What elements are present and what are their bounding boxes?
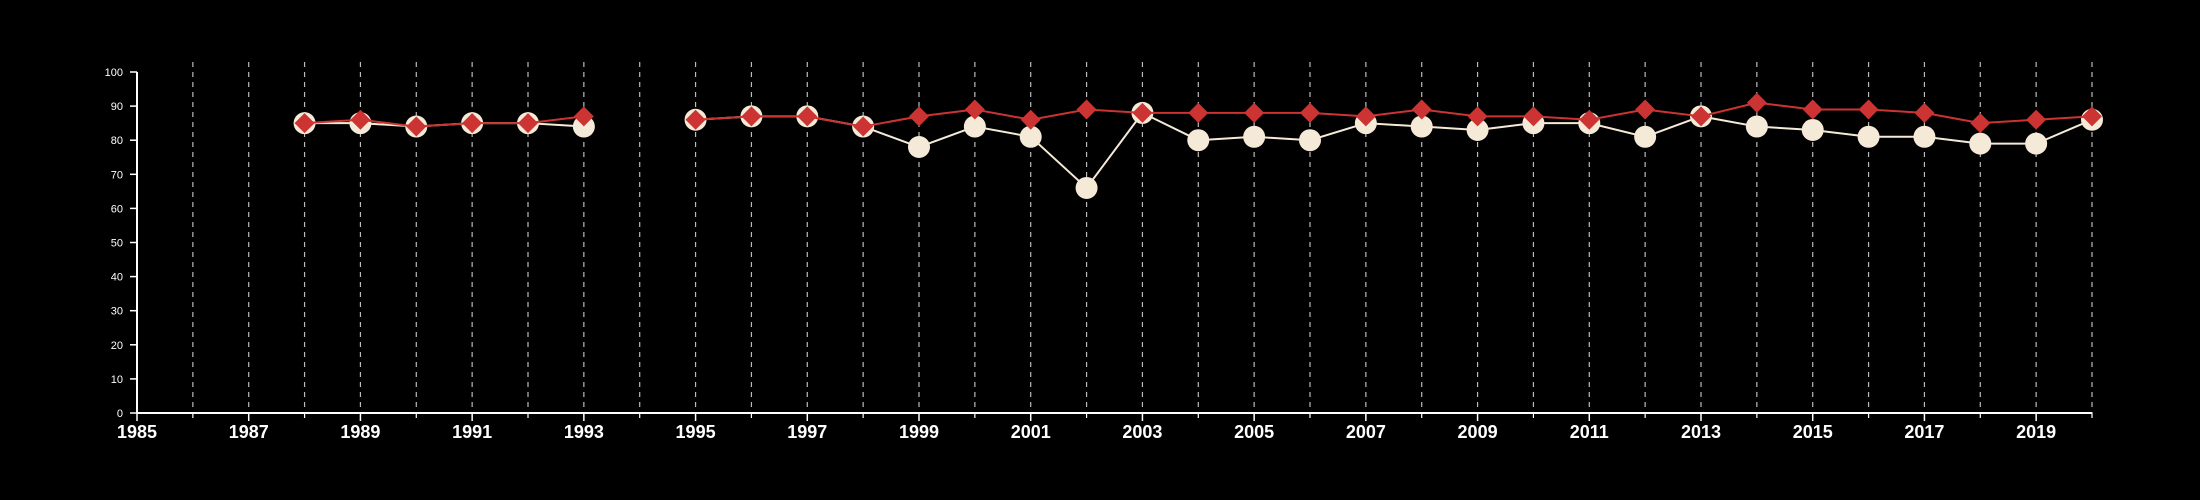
series-1-point-2014 (1746, 92, 1767, 113)
x-axis-ticks: 1985 1987 1989 1991 1993 1995 1997 1999 2001 2003… (117, 413, 2093, 442)
series-1-point-2008 (1411, 99, 1432, 120)
series-1-point-2012 (1635, 99, 1656, 120)
x-tick-label-2005: 2005 (1234, 422, 1274, 442)
x-tick-label-2013: 2013 (1681, 422, 1721, 442)
series-1-point-2010 (1523, 106, 1544, 127)
y-tick-label-20: 20 (111, 340, 123, 352)
series-1-point-2013 (1691, 106, 1711, 127)
y-tick-label-50: 50 (111, 238, 123, 250)
series-1-point-2003 (1132, 102, 1153, 123)
series-1-point-1989 (350, 109, 371, 130)
x-tick-label-1987: 1987 (229, 422, 269, 442)
x-gridlines (192, 62, 2093, 413)
y-tick-label-70: 70 (111, 169, 123, 181)
series-1-point-2006 (1300, 102, 1320, 123)
series-1-point-2002 (1076, 99, 1097, 120)
series-1-point-1999 (909, 106, 929, 127)
series-1-point-2004 (1188, 102, 1209, 123)
series-0-point-2006 (1299, 129, 1321, 152)
y-tick-label-60: 60 (111, 203, 123, 215)
axes (136, 72, 2092, 414)
series-0-point-2019 (2025, 132, 2048, 155)
x-tick-label-2011: 2011 (1570, 422, 1609, 442)
x-tick-label-2019: 2019 (2016, 422, 2056, 442)
series-0-point-1993 (572, 115, 595, 138)
x-tick-label-1991: 1991 (452, 422, 492, 442)
series-0-point-1999 (908, 136, 930, 159)
series-1-point-1992 (518, 113, 538, 134)
series-1-point-1991 (462, 113, 483, 134)
series-1-point-1993 (573, 106, 594, 127)
series-0-point-2015 (1801, 118, 1824, 141)
series-1-point-2009 (1467, 106, 1488, 127)
series-1-point-2019 (2026, 109, 2047, 130)
series-0-point-2000 (963, 115, 986, 138)
series-0-point-2005 (1243, 125, 1266, 148)
series-1-point-2001 (1020, 109, 1041, 130)
series-0-point-2012 (1634, 125, 1657, 148)
series-0-point-2014 (1745, 115, 1768, 138)
series-0-point-2001 (1019, 125, 1042, 148)
y-tick-label-100: 100 (105, 67, 123, 79)
x-tick-label-1985: 1985 (117, 422, 157, 442)
series-0-point-2002 (1075, 176, 1098, 199)
y-tick-label-40: 40 (111, 272, 123, 284)
x-tick-label-2003: 2003 (1122, 422, 1162, 442)
y-tick-label-10: 10 (111, 374, 123, 386)
series-1-point-2007 (1355, 106, 1376, 127)
series-1-point-2000 (964, 99, 985, 120)
series-1-point-2018 (1970, 113, 1991, 134)
series-1-point-1997 (797, 106, 818, 127)
series-1-point-2011 (1579, 109, 1600, 130)
y-tick-label-30: 30 (111, 306, 123, 318)
series-1-line-1 (695, 101, 2093, 128)
y-axis-ticks: 0 10 20 30 40 50 60 70 80 90 100 (105, 67, 137, 420)
x-tick-label-1989: 1989 (340, 422, 380, 442)
y-tick-label-90: 90 (111, 101, 123, 113)
series-1-point-2017 (1914, 102, 1935, 123)
x-tick-label-2007: 2007 (1346, 422, 1386, 442)
series-0-point-2009 (1466, 118, 1489, 141)
series-1 (294, 92, 2102, 137)
x-tick-label-2015: 2015 (1793, 422, 1833, 442)
series-layer (293, 92, 2103, 199)
x-tick-label-2001: 2001 (1011, 422, 1051, 442)
series-0-point-2008 (1410, 115, 1433, 138)
x-tick-label-1995: 1995 (676, 422, 716, 442)
x-tick-label-2009: 2009 (1458, 422, 1498, 442)
series-0-point-2004 (1187, 129, 1210, 152)
x-tick-label-1993: 1993 (564, 422, 604, 442)
x-tick-label-2017: 2017 (1904, 422, 1944, 442)
series-1-point-1998 (853, 116, 874, 137)
series-1-point-2005 (1244, 102, 1265, 123)
series-1-point-2016 (1858, 99, 1879, 120)
x-tick-label-1997: 1997 (787, 422, 827, 442)
series-1-point-1995 (685, 109, 706, 130)
x-tick-label-1999: 1999 (899, 422, 939, 442)
series-1-point-2015 (1802, 99, 1823, 120)
series-1-point-2020 (2082, 106, 2102, 127)
y-tick-label-80: 80 (111, 135, 123, 147)
series-0-point-2017 (1913, 125, 1936, 148)
series-1-point-1988 (294, 113, 315, 134)
series-1-point-1990 (406, 116, 427, 137)
series-1-point-1996 (741, 106, 762, 127)
series-0-point-2018 (1969, 132, 1992, 155)
y-tick-label-0: 0 (117, 408, 123, 420)
series-0-point-2016 (1857, 125, 1880, 148)
series-0-line-1 (695, 111, 2093, 190)
series-1-line-0 (304, 115, 584, 128)
